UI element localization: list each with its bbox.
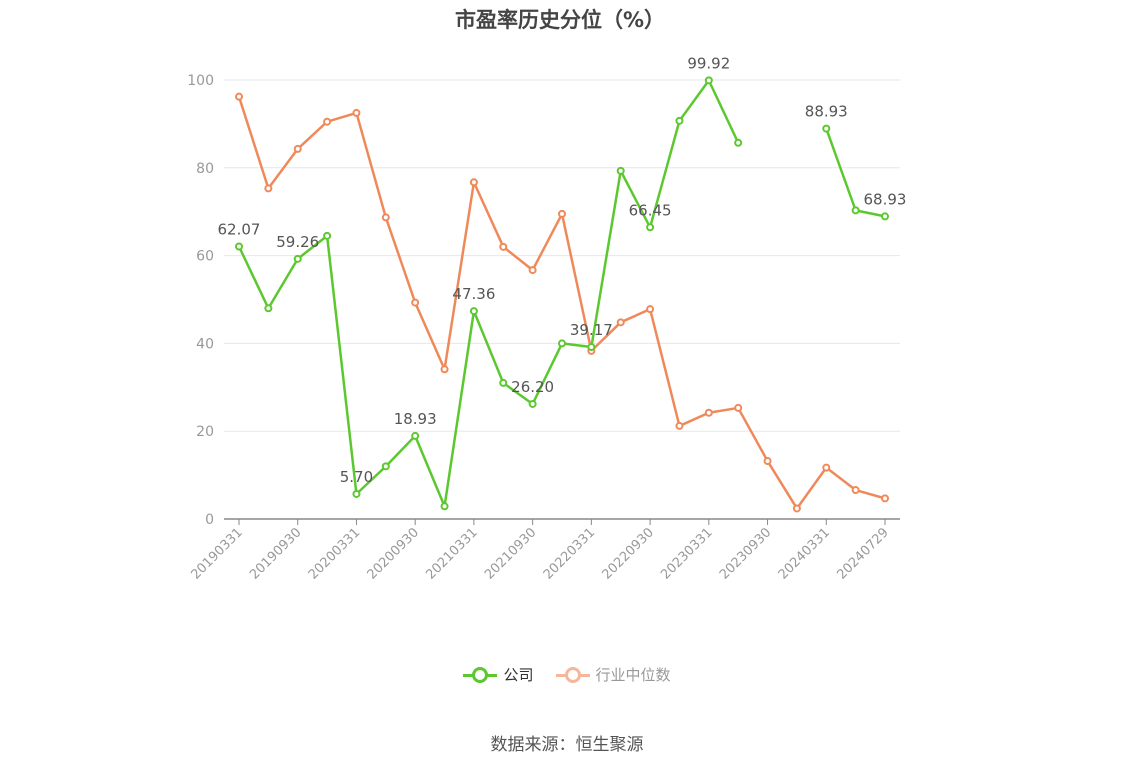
data-point-0 xyxy=(381,462,390,471)
data-point-0 xyxy=(675,116,684,125)
y-tick-label: 100 xyxy=(187,73,214,89)
data-point-1 xyxy=(881,494,889,503)
data-label: 66.45 xyxy=(629,201,672,219)
x-tick-label: 20210331 xyxy=(423,525,480,582)
data-point-1 xyxy=(704,408,713,417)
data-point-1 xyxy=(822,463,831,472)
data-point-1 xyxy=(558,209,566,218)
data-point-1 xyxy=(528,266,537,275)
data-point-0 xyxy=(734,138,743,147)
data-point-0 xyxy=(881,212,889,221)
data-point-0 xyxy=(352,489,361,498)
data-point-1 xyxy=(264,184,273,193)
data-point-1 xyxy=(469,178,478,187)
data-point-0 xyxy=(822,124,831,133)
data-point-0 xyxy=(411,431,420,440)
data-label: 26.20 xyxy=(511,378,554,396)
data-point-1 xyxy=(499,242,508,251)
data-point-1 xyxy=(293,144,302,153)
data-label: 68.93 xyxy=(864,190,907,208)
legend-label-company: 公司 xyxy=(503,666,534,684)
legend-swatch-industry xyxy=(555,666,590,684)
data-label: 99.92 xyxy=(687,54,730,72)
x-tick-label: 20230930 xyxy=(717,525,774,582)
source-note: 数据来源：恒生聚源 xyxy=(490,735,644,755)
data-point-0 xyxy=(851,206,860,215)
data-point-0 xyxy=(704,76,713,85)
data-label: 5.70 xyxy=(340,468,373,486)
data-point-1 xyxy=(440,365,449,374)
legend: 公司 行业中位数 xyxy=(0,664,1134,685)
data-point-0 xyxy=(528,399,537,408)
data-label: 18.93 xyxy=(394,410,437,428)
data-point-0 xyxy=(646,223,655,232)
data-point-1 xyxy=(734,403,743,412)
data-point-1 xyxy=(792,504,801,513)
data-point-0 xyxy=(469,307,478,316)
data-point-0 xyxy=(587,343,596,352)
legend-swatch-company xyxy=(463,666,498,684)
x-tick-label: 20200331 xyxy=(306,525,363,582)
x-tick-label: 20240729 xyxy=(834,525,891,582)
y-tick-label: 40 xyxy=(196,336,214,352)
x-tick-label: 20220331 xyxy=(541,525,598,582)
x-tick-label: 20240331 xyxy=(776,525,833,582)
data-point-0 xyxy=(440,502,449,511)
data-label: 39.17 xyxy=(570,321,613,339)
data-point-1 xyxy=(235,92,243,101)
series-line-0 xyxy=(237,79,740,508)
data-label: 88.93 xyxy=(805,103,848,121)
y-tick-label: 20 xyxy=(196,424,214,440)
legend-label-industry: 行业中位数 xyxy=(595,666,671,684)
data-point-1 xyxy=(381,213,390,222)
data-label: 59.26 xyxy=(276,233,319,251)
y-tick-label: 60 xyxy=(196,249,214,265)
data-point-0 xyxy=(558,339,566,348)
x-tick-label: 20230331 xyxy=(658,525,715,582)
data-point-1 xyxy=(675,421,684,430)
data-point-0 xyxy=(293,254,302,263)
data-label: 47.36 xyxy=(452,285,495,303)
chart-title: 市盈率历史分位（%） xyxy=(454,8,666,32)
legend-item-company[interactable]: 公司 xyxy=(463,664,534,685)
data-point-1 xyxy=(352,108,361,117)
data-point-0 xyxy=(264,304,273,313)
y-tick-label: 80 xyxy=(196,161,214,177)
x-tick-label: 20200930 xyxy=(365,525,422,582)
data-point-0 xyxy=(616,166,625,175)
data-point-1 xyxy=(616,318,625,327)
data-point-1 xyxy=(646,305,655,314)
x-tick-label: 20220930 xyxy=(600,525,657,582)
data-point-0 xyxy=(323,231,332,240)
data-point-0 xyxy=(235,242,243,251)
data-label: 62.07 xyxy=(218,221,261,239)
data-point-0 xyxy=(499,378,508,387)
data-point-1 xyxy=(323,117,332,126)
data-point-1 xyxy=(851,486,860,495)
x-tick-label: 20210930 xyxy=(482,525,539,582)
data-point-1 xyxy=(763,457,772,466)
legend-item-industry[interactable]: 行业中位数 xyxy=(555,664,671,685)
y-tick-label: 0 xyxy=(205,512,214,528)
x-tick-label: 20190331 xyxy=(188,525,245,582)
x-tick-label: 20190930 xyxy=(247,525,304,582)
data-point-1 xyxy=(411,298,420,307)
